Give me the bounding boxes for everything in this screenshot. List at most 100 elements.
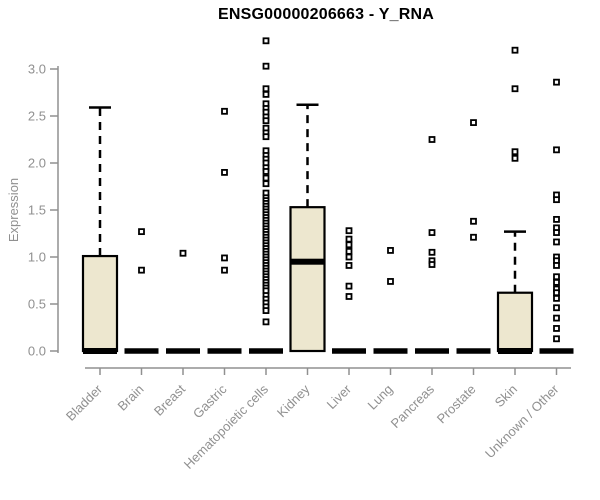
x-tick-label: Unknown / Other <box>482 381 562 461</box>
outlier-point <box>553 278 560 286</box>
collapsed-box <box>124 348 159 354</box>
outlier-point <box>428 248 436 256</box>
outlier-point <box>262 307 270 314</box>
outlier-point <box>470 233 477 241</box>
box-group <box>124 228 159 354</box>
box-rect <box>496 291 534 353</box>
outlier-point <box>553 196 560 204</box>
outlier-point <box>138 228 145 236</box>
outlier-point <box>553 294 560 302</box>
chart-title: ENSG00000206663 - Y_RNA <box>218 6 434 23</box>
outlier-point <box>511 46 519 54</box>
box-group <box>539 78 574 354</box>
outlier-point <box>553 289 560 297</box>
box-rect <box>81 254 119 353</box>
box-group <box>289 103 326 353</box>
median-line <box>498 348 532 354</box>
outlier-point <box>262 318 270 326</box>
outlier-point <box>553 262 560 269</box>
collapsed-box <box>539 348 574 354</box>
x-tick-label: Liver <box>324 381 355 412</box>
y-tick-label: 3.0 <box>28 62 46 77</box>
outlier-point <box>179 249 187 257</box>
outlier-point <box>221 254 228 262</box>
median-line <box>83 348 117 354</box>
outlier-point <box>387 247 394 254</box>
outlier-point <box>553 304 560 312</box>
box-group <box>415 136 449 354</box>
collapsed-box <box>207 348 242 354</box>
outlier-point <box>553 78 560 86</box>
outlier-point <box>345 227 353 235</box>
outlier-point <box>262 62 270 70</box>
box-group <box>373 247 408 354</box>
outlier-point <box>511 154 519 162</box>
box-group <box>207 107 242 354</box>
outlier-point <box>553 273 560 281</box>
box-group <box>249 37 283 354</box>
outlier-point <box>428 261 436 268</box>
box-group <box>166 249 200 354</box>
outlier-point <box>138 266 145 274</box>
outlier-point <box>345 262 353 269</box>
outlier-point <box>221 266 228 274</box>
outlier-point <box>262 174 270 182</box>
collapsed-box <box>456 348 491 354</box>
median-line <box>290 258 325 265</box>
collapsed-box <box>373 348 408 354</box>
y-tick-label: 1.5 <box>28 203 46 218</box>
y-tick-label: 2.0 <box>28 156 46 171</box>
outlier-point <box>511 148 519 156</box>
outlier-point <box>553 335 560 343</box>
outlier-point <box>511 85 519 93</box>
outlier-point <box>553 146 560 154</box>
y-tick-label: 2.5 <box>28 109 46 124</box>
outlier-point <box>470 217 477 225</box>
outlier-point <box>345 293 353 300</box>
x-tick-label: Prostate <box>434 382 479 427</box>
box-rect <box>289 206 326 353</box>
box-group <box>496 46 534 354</box>
y-tick-label: 1.0 <box>28 250 46 265</box>
outlier-point <box>262 85 270 93</box>
collapsed-box <box>166 348 200 354</box>
outlier-point <box>221 168 228 176</box>
x-tick-label: Skin <box>492 382 520 410</box>
outlier-point <box>262 37 270 45</box>
collapsed-box <box>332 348 366 354</box>
outlier-point <box>345 241 353 249</box>
outlier-point <box>553 229 560 236</box>
outlier-point <box>553 238 560 246</box>
x-tick-label: Kidney <box>274 381 313 420</box>
y-tick-label: 0.0 <box>28 344 46 359</box>
box-group <box>81 106 119 354</box>
x-tick-label: Brain <box>115 382 147 414</box>
box-group <box>332 227 366 354</box>
outlier-point <box>345 247 353 255</box>
outlier-point <box>262 180 270 188</box>
outlier-point <box>553 314 560 322</box>
outlier-point <box>387 278 394 285</box>
box-group <box>456 119 491 354</box>
outlier-point <box>262 90 270 98</box>
x-tick-label: Pancreas <box>388 381 438 431</box>
x-tick-label: Lung <box>365 382 396 413</box>
outlier-point <box>553 325 560 332</box>
outlier-point <box>221 107 228 115</box>
y-tick-label: 0.5 <box>28 297 46 312</box>
x-tick-label: Gastric <box>190 381 230 421</box>
outlier-point <box>428 229 436 236</box>
collapsed-box <box>415 348 449 354</box>
x-tick-label: Bladder <box>63 381 106 424</box>
outlier-point <box>345 253 353 261</box>
collapsed-box <box>249 348 283 354</box>
outlier-point <box>262 133 270 141</box>
x-tick-label: Breast <box>151 381 188 418</box>
outlier-point <box>262 117 270 125</box>
outlier-point <box>345 235 353 243</box>
outlier-point <box>345 282 353 290</box>
outlier-point <box>470 119 477 126</box>
outlier-point <box>428 136 436 143</box>
